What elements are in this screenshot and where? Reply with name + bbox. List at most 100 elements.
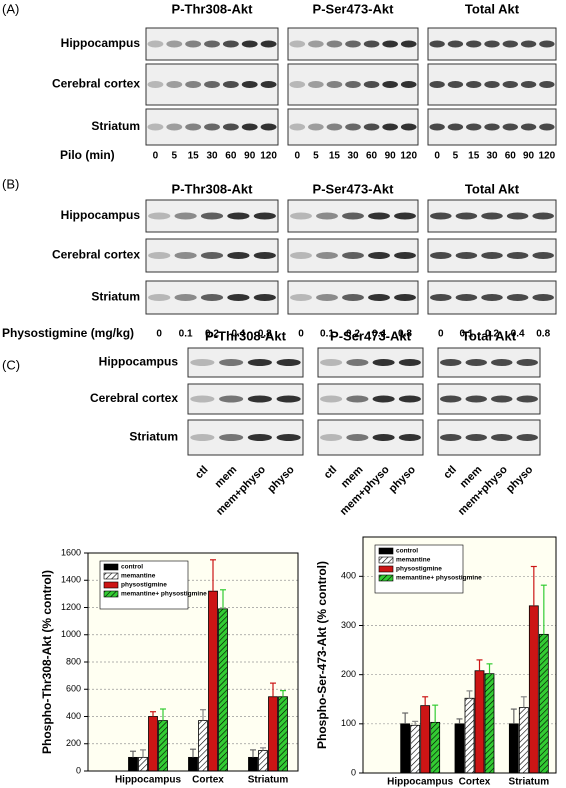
band [326, 123, 343, 131]
band [247, 395, 272, 403]
band [430, 294, 452, 301]
band [539, 123, 555, 131]
band [532, 252, 554, 259]
band [166, 123, 183, 131]
legend-swatch [103, 590, 119, 598]
band [276, 395, 301, 403]
band [532, 294, 554, 301]
legend-label: physostigmine [396, 566, 442, 573]
band [400, 81, 417, 88]
y-tick-label: 1200 [61, 602, 81, 612]
bar [410, 724, 421, 774]
lane-label: physo [265, 464, 297, 496]
legend-swatch [103, 572, 119, 580]
lane-label: 60 [366, 151, 378, 162]
band [147, 81, 164, 88]
lane-label: 15 [329, 151, 341, 162]
band [506, 294, 529, 301]
lane-label: 0.2 [485, 329, 499, 340]
band [148, 252, 171, 259]
band [491, 395, 513, 403]
y-tick-label: 400 [66, 711, 81, 721]
band [222, 40, 239, 48]
band [276, 359, 301, 366]
lane-label: 0.8 [258, 329, 272, 340]
y-tick-label: 0 [76, 765, 81, 775]
band [368, 212, 390, 220]
band [398, 359, 421, 366]
band [440, 395, 462, 403]
y-tick-label: 100 [341, 718, 356, 728]
lane-label: 90 [244, 151, 256, 162]
lane-label: 0.8 [398, 329, 412, 340]
band [481, 252, 503, 259]
band [326, 40, 343, 48]
column-title: Total Akt [462, 328, 517, 343]
band [290, 294, 312, 301]
band [430, 252, 452, 259]
lane-label: 0.1 [459, 329, 473, 340]
row-label: Hippocampus [61, 36, 141, 50]
bar [508, 723, 519, 774]
bar [464, 697, 475, 774]
band [190, 434, 215, 441]
band [166, 81, 183, 88]
x-tick-label: Striatum [509, 777, 550, 788]
lane-axis-label: Pilo (min) [60, 148, 115, 162]
plot-frame [87, 552, 299, 772]
bar [148, 716, 158, 772]
lane-label: 120 [539, 151, 556, 162]
column-title: P-Thr308-Akt [172, 181, 254, 196]
legend-label: control [121, 564, 143, 571]
column-title: P-Ser473-Akt [313, 1, 395, 16]
lane-label: 0 [434, 151, 440, 162]
y-tick-label: 800 [66, 656, 81, 666]
band [320, 434, 343, 441]
band [466, 123, 482, 131]
band [481, 294, 503, 301]
column-title: P-Ser473-Akt [330, 328, 412, 343]
band [363, 123, 380, 131]
lane-label: ctl [441, 464, 459, 482]
band [316, 252, 338, 259]
row-label: Hippocampus [99, 355, 179, 369]
bar [400, 723, 411, 774]
band [539, 40, 555, 48]
band [520, 81, 537, 88]
band [481, 212, 503, 220]
y-tick-label: 1000 [61, 629, 81, 639]
y-tick-label: 1600 [61, 547, 81, 557]
lane-label: 30 [206, 151, 218, 162]
band [372, 434, 395, 441]
bar [268, 696, 278, 772]
band [440, 359, 462, 366]
legend-label: memantine+ physostigmine [121, 591, 207, 598]
band [253, 212, 276, 220]
band [429, 81, 445, 88]
band [532, 212, 554, 220]
lane-label: 0 [298, 329, 304, 340]
band [247, 359, 272, 366]
band [222, 81, 239, 88]
band [260, 81, 277, 88]
band [204, 81, 220, 88]
column-title: Total Akt [465, 181, 520, 196]
lane-label: 60 [225, 151, 237, 162]
lane-label: physo [387, 464, 419, 496]
band [308, 123, 324, 131]
band [219, 395, 244, 403]
band [506, 252, 529, 259]
band [491, 434, 513, 441]
legend-swatch [103, 581, 119, 589]
band [185, 40, 202, 48]
band [346, 359, 369, 366]
band [382, 81, 398, 88]
band [289, 40, 306, 48]
band [326, 81, 343, 88]
band [455, 294, 478, 301]
band [241, 40, 258, 48]
band [148, 212, 171, 220]
legend-label: memantine [396, 557, 431, 564]
band [506, 212, 529, 220]
